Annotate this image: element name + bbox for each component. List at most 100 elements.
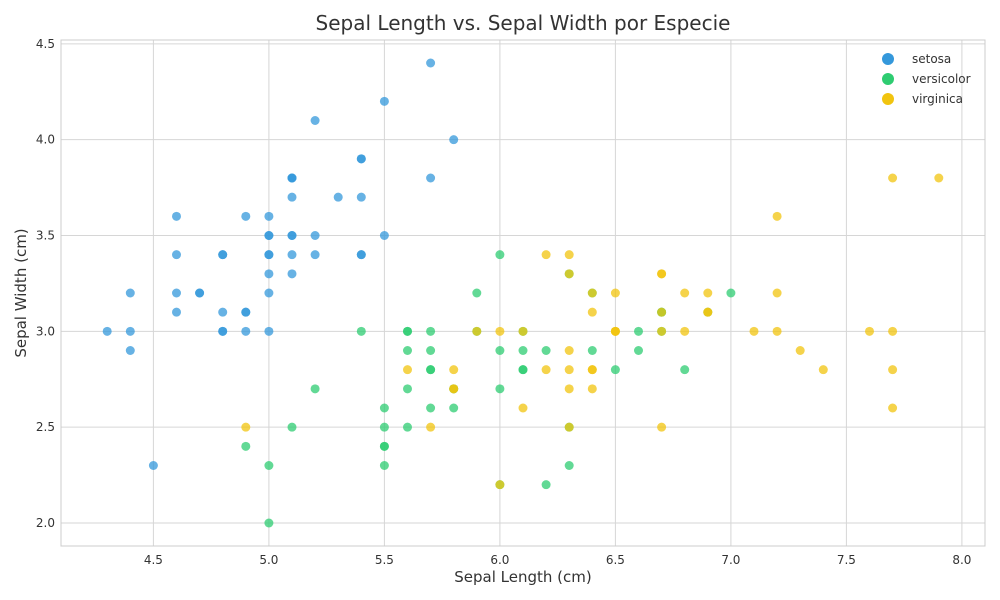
legend-item-versicolor: versicolor	[882, 72, 971, 86]
data-point	[172, 211, 181, 221]
data-point	[379, 96, 389, 106]
data-point	[587, 307, 597, 317]
legend-label: versicolor	[912, 72, 971, 86]
data-point	[703, 307, 713, 317]
data-point	[356, 326, 366, 336]
data-point	[472, 288, 482, 298]
data-point	[865, 326, 874, 336]
data-point	[680, 288, 690, 298]
data-point	[587, 384, 597, 394]
data-point	[310, 384, 320, 394]
data-point	[241, 441, 251, 451]
x-tick-label: 6.5	[606, 553, 625, 567]
data-point	[264, 326, 274, 336]
data-point	[680, 365, 690, 375]
data-point	[726, 288, 736, 298]
data-point	[518, 403, 528, 413]
data-point	[426, 346, 436, 355]
data-point	[564, 384, 574, 394]
data-point	[610, 326, 620, 336]
data-point	[426, 58, 436, 68]
data-point	[379, 231, 389, 240]
data-point	[264, 231, 274, 240]
data-point	[172, 250, 181, 260]
data-point	[888, 326, 898, 336]
data-point	[657, 269, 667, 279]
data-point	[795, 346, 805, 355]
data-point	[356, 250, 366, 260]
data-point	[264, 269, 274, 279]
data-point	[125, 346, 135, 355]
data-point	[587, 365, 597, 375]
data-point	[310, 116, 320, 125]
x-tick-label: 8.0	[952, 553, 971, 567]
data-point	[449, 365, 459, 375]
data-point	[541, 346, 551, 355]
data-point	[426, 326, 436, 336]
legend: setosa versicolor virginica	[882, 52, 971, 106]
data-point	[564, 422, 574, 432]
data-point	[218, 250, 228, 260]
data-point	[564, 461, 574, 470]
data-point	[287, 231, 297, 240]
data-point	[310, 231, 320, 240]
data-point	[264, 250, 274, 260]
data-point	[934, 173, 944, 183]
tick-labels: 4.5 5.0 5.5 6.0 6.5 7.0 7.5 8.0 2.0 2.5 3.0 3.5 4.0 4…	[36, 37, 972, 567]
data-point	[403, 365, 412, 375]
y-tick-label: 3.5	[36, 229, 55, 243]
data-point	[657, 422, 667, 432]
data-point	[703, 288, 713, 298]
x-tick-label: 7.0	[721, 553, 740, 567]
data-point	[772, 326, 782, 336]
x-tick-label: 5.0	[259, 553, 278, 567]
series-virginica	[241, 173, 944, 490]
data-point	[287, 192, 297, 202]
data-point	[403, 346, 412, 355]
data-point	[379, 441, 389, 451]
data-point	[449, 135, 459, 145]
data-point	[564, 269, 574, 279]
legend-item-setosa: setosa	[882, 52, 951, 66]
data-point	[518, 326, 528, 336]
data-point	[264, 518, 274, 528]
data-point	[610, 288, 620, 298]
data-point	[356, 154, 366, 164]
x-axis-label: Sepal Length (cm)	[454, 568, 591, 586]
data-point	[772, 211, 782, 221]
data-point	[541, 365, 551, 375]
x-tick-label: 4.5	[144, 553, 163, 567]
legend-label: setosa	[912, 52, 951, 66]
data-point	[287, 422, 297, 432]
legend-item-virginica: virginica	[882, 92, 963, 106]
y-tick-label: 4.5	[36, 37, 55, 51]
data-point	[518, 365, 528, 375]
data-point	[449, 403, 459, 413]
data-point	[818, 365, 828, 375]
data-point	[495, 346, 505, 355]
data-point	[287, 250, 297, 260]
data-point	[264, 211, 274, 221]
data-point	[657, 307, 667, 317]
data-point	[541, 480, 551, 490]
data-point	[148, 461, 158, 470]
y-tick-label: 4.0	[36, 133, 55, 147]
data-point	[657, 326, 667, 336]
chart-title: Sepal Length vs. Sepal Width por Especie	[316, 11, 731, 35]
data-point	[287, 269, 297, 279]
data-point	[241, 326, 251, 336]
data-point	[218, 307, 228, 317]
data-point	[564, 346, 574, 355]
data-point	[172, 307, 181, 317]
plot-frame	[60, 39, 986, 547]
data-point	[241, 307, 251, 317]
y-tick-label: 3.0	[36, 324, 55, 338]
data-point	[264, 288, 274, 298]
data-point	[495, 326, 505, 336]
legend-marker	[882, 53, 894, 65]
data-point	[749, 326, 759, 336]
data-point	[125, 326, 135, 336]
data-point	[634, 346, 643, 355]
legend-marker	[882, 73, 894, 85]
data-point	[888, 173, 898, 183]
